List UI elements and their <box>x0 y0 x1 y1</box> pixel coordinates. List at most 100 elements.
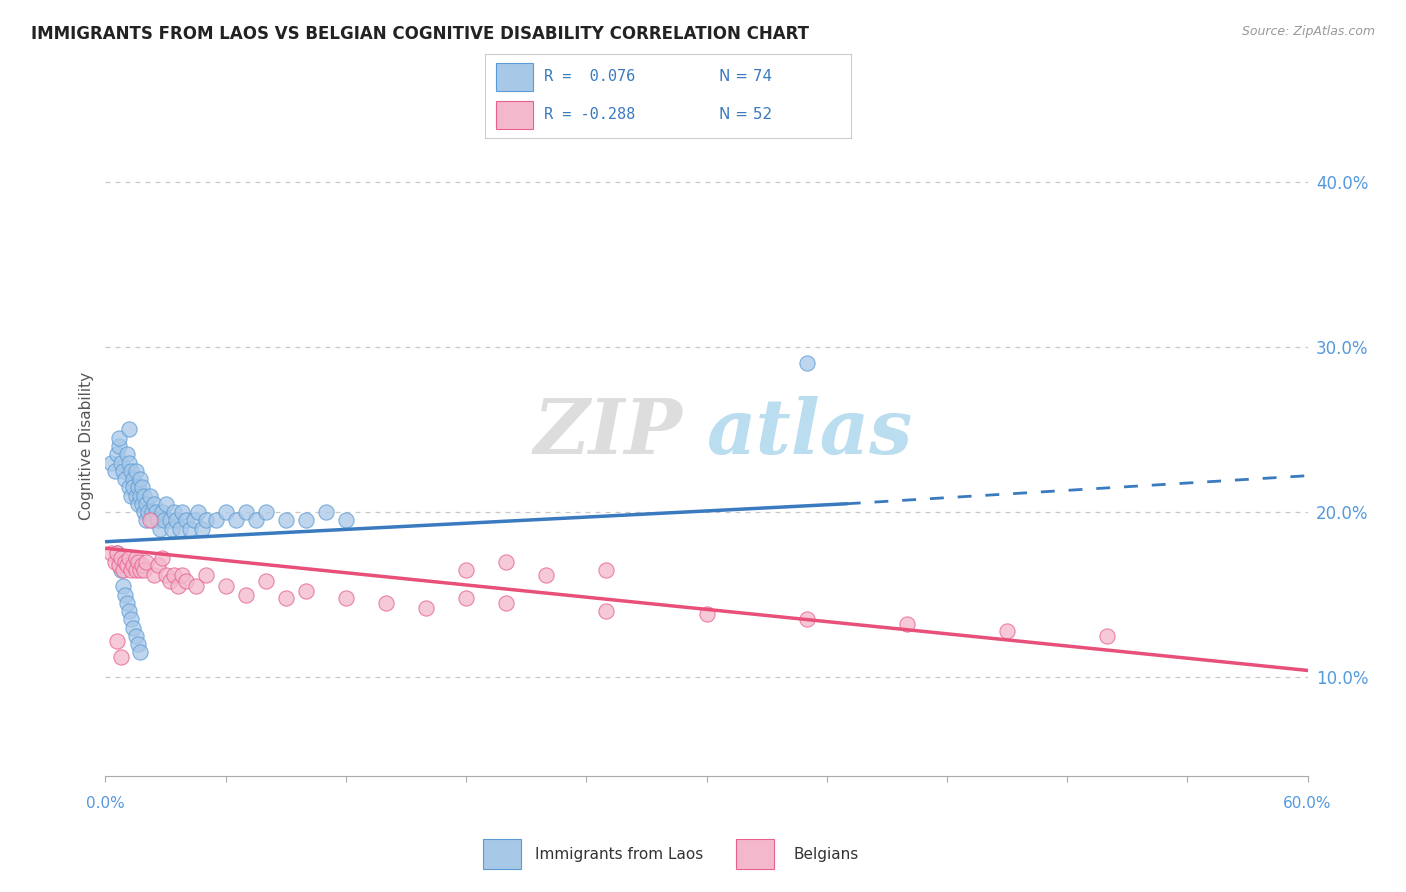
Point <box>128 489 150 503</box>
Point <box>204 513 226 527</box>
Point <box>104 464 127 478</box>
Point <box>194 513 217 527</box>
Point <box>245 513 267 527</box>
Point <box>138 489 160 503</box>
Point <box>100 456 122 470</box>
Point <box>495 596 517 610</box>
Point <box>110 650 132 665</box>
Point <box>315 505 337 519</box>
Point <box>108 431 131 445</box>
Point <box>595 604 617 618</box>
Point <box>107 633 129 648</box>
Point <box>495 554 517 569</box>
Point <box>118 480 141 494</box>
Text: Belgians: Belgians <box>793 847 859 862</box>
Point <box>159 513 181 527</box>
Point <box>131 497 153 511</box>
Point <box>108 554 131 569</box>
Point <box>254 574 277 589</box>
Point <box>170 567 193 582</box>
Point <box>118 551 141 566</box>
Point <box>696 607 718 622</box>
Point <box>118 423 141 437</box>
Text: N = 52: N = 52 <box>718 107 772 122</box>
Point <box>121 464 143 478</box>
Point <box>110 456 132 470</box>
Point <box>194 567 217 582</box>
Point <box>121 563 143 577</box>
Point <box>104 554 127 569</box>
Point <box>117 558 139 572</box>
Point <box>112 579 135 593</box>
Point <box>162 567 184 582</box>
Point <box>117 596 139 610</box>
Point <box>122 480 145 494</box>
Point <box>132 489 155 503</box>
Point <box>131 558 153 572</box>
Text: R =  0.076: R = 0.076 <box>544 70 636 85</box>
Text: N = 74: N = 74 <box>718 70 772 85</box>
Point <box>138 513 160 527</box>
Point <box>214 505 236 519</box>
Point <box>335 591 357 605</box>
Point <box>122 558 145 572</box>
Point <box>141 513 163 527</box>
Point <box>107 447 129 461</box>
Point <box>595 563 617 577</box>
Point <box>184 579 207 593</box>
Point <box>124 551 146 566</box>
Point <box>1097 629 1119 643</box>
Point <box>796 612 818 626</box>
Point <box>796 357 818 371</box>
Point <box>132 505 155 519</box>
Point <box>128 563 150 577</box>
Point <box>155 567 177 582</box>
Point <box>114 554 136 569</box>
Point <box>295 584 318 599</box>
Point <box>135 554 157 569</box>
Text: Source: ZipAtlas.com: Source: ZipAtlas.com <box>1241 25 1375 38</box>
Point <box>112 464 135 478</box>
Point <box>174 574 197 589</box>
Point <box>174 513 197 527</box>
Point <box>131 480 153 494</box>
Point <box>117 447 139 461</box>
Point <box>100 546 122 560</box>
Point <box>108 439 131 453</box>
Point <box>145 505 167 519</box>
Point <box>148 521 170 535</box>
Point <box>179 521 201 535</box>
Text: R = -0.288: R = -0.288 <box>544 107 636 122</box>
Point <box>235 588 257 602</box>
Bar <box>737 839 775 869</box>
Point <box>995 624 1018 638</box>
Bar <box>482 839 522 869</box>
Bar <box>496 62 533 91</box>
Point <box>235 505 257 519</box>
Point <box>152 513 174 527</box>
Point <box>146 558 169 572</box>
Point <box>124 489 146 503</box>
Text: atlas: atlas <box>707 396 912 470</box>
Point <box>295 513 318 527</box>
Text: 0.0%: 0.0% <box>86 796 125 811</box>
Point <box>135 513 157 527</box>
Point <box>118 604 141 618</box>
Bar <box>496 101 533 129</box>
Point <box>121 612 143 626</box>
Point <box>108 558 131 572</box>
Point <box>128 645 150 659</box>
Point <box>415 600 437 615</box>
Point <box>127 480 149 494</box>
Point <box>160 521 183 535</box>
Point <box>166 579 188 593</box>
Point <box>170 505 193 519</box>
Point <box>121 489 143 503</box>
Text: ZIP: ZIP <box>534 396 682 470</box>
Point <box>254 505 277 519</box>
Point <box>124 629 146 643</box>
Point <box>165 513 187 527</box>
Point <box>162 505 184 519</box>
Point <box>274 591 297 605</box>
Point <box>335 513 357 527</box>
